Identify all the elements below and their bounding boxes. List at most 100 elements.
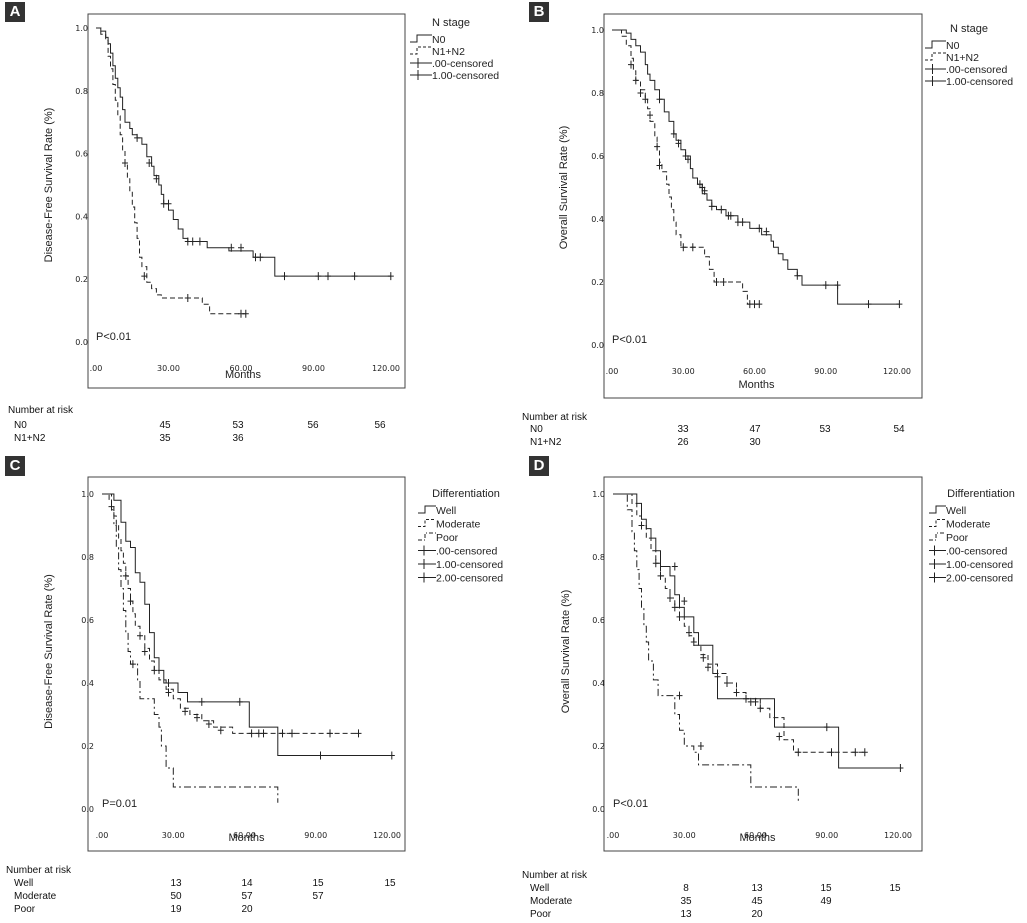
censor-mark [242,309,249,318]
censor-mark [628,60,634,69]
y-tick-label: 0.0 [75,338,88,347]
censor-mark [828,748,835,757]
series-line-well [613,493,901,769]
censor-mark [317,751,324,760]
y-tick-label: 1.0 [81,490,94,499]
plot-frame [87,476,406,852]
censor-mark [198,697,205,706]
censor-mark [647,111,653,120]
legend-censor-symbol [410,70,432,80]
censor-mark [281,272,288,281]
legend-line-symbol [929,532,946,541]
series-line-poor [613,493,799,803]
censor-mark [205,720,212,728]
y-tick-label: 0.4 [75,212,88,221]
censor-mark [279,729,286,738]
legend-entry-label: 1.00-censored [432,70,499,82]
censor-mark [146,159,153,167]
legend-title: N stage [950,23,988,35]
panel-label: B [529,2,549,22]
legend-censor-symbol [929,559,946,569]
censor-mark [238,243,244,252]
censor-mark [756,300,763,309]
y-tick-label: 0.2 [591,278,604,287]
y-axis-label: Overall Survival Rate (%) [560,590,572,713]
x-tick-label: 90.00 [304,831,327,840]
x-axis-label: Months [738,379,775,391]
x-tick-label: 90.00 [814,367,837,376]
censor-mark [739,218,746,227]
censor-mark [657,571,664,580]
legend-entry-label: N0 [946,40,960,52]
censor-mark [865,300,872,309]
risk-cell: 56 [307,420,319,431]
y-tick-label: 0.4 [81,679,94,688]
x-tick-label: 60.00 [233,831,256,840]
censor-mark [776,732,783,741]
risk-cell: 20 [751,909,763,920]
y-tick-label: 0.2 [81,742,94,751]
censor-mark [656,95,663,104]
censor-mark [127,597,134,606]
x-axis-label: Months [739,832,776,844]
x-tick-label: .00 [96,831,109,840]
p-value-label: P<0.01 [96,331,131,343]
censor-mark [656,161,663,170]
y-tick-label: 0.8 [592,553,605,562]
risk-cell: 15 [820,883,832,894]
legend-censor-symbol [418,572,436,583]
y-tick-label: 0.2 [75,275,88,284]
censor-mark [289,729,295,738]
risk-cell: 47 [749,424,761,435]
survival-chart: 0.0 0.2 0.4 0.6 0.8 1.0 .00 30.00 60.00 90.00 120.… [522,476,1015,920]
legend-entry-label: Moderate [436,519,481,531]
x-tick-label: 120.00 [372,364,400,373]
x-tick-label: 60.00 [743,367,766,376]
censor-mark [638,521,645,530]
risk-cell: 45 [159,420,171,431]
risk-cell: 8 [683,883,689,894]
censor-mark [137,631,143,640]
p-value-label: P<0.01 [612,334,647,346]
y-tick-label: 0.6 [591,152,604,161]
censor-mark [182,707,189,716]
censor-mark [718,205,725,214]
x-tick-label: 60.00 [744,831,767,840]
censor-mark [189,237,196,246]
plot-frame [87,13,406,389]
censor-mark [720,278,727,286]
censor-mark [196,237,203,246]
y-axis-label: Disease-Free Survival Rate (%) [43,574,55,729]
censor-mark [315,272,322,281]
legend-line-symbol [925,52,946,61]
risk-row-name: Well [530,883,549,894]
legend-entry-label: Moderate [946,519,991,531]
legend-title: N stage [432,17,470,29]
censor-mark [701,186,708,195]
x-tick-label: 30.00 [673,831,696,840]
legend-line-symbol [410,34,432,43]
legend-entry-label: 2.00-censored [946,573,1013,585]
x-tick-label: 120.00 [884,831,912,840]
panel-d: D 0.0 0.2 0.4 0.6 0.8 1.0 .00 30.00 60.00 90.00 12… [513,455,1027,923]
censor-mark [165,199,172,208]
risk-cell: 26 [677,437,689,448]
x-tick-label: 30.00 [157,364,180,373]
risk-cell: 13 [751,883,763,894]
legend-censor-symbol [410,58,432,68]
censor-mark [686,628,692,637]
x-tick-label: .00 [90,364,103,373]
censor-mark [236,697,243,706]
legend-entry-label: .00-censored [432,58,493,70]
y-axis-label: Overall Survival Rate (%) [558,126,570,249]
censor-mark [724,679,730,687]
risk-cell: 53 [232,420,244,431]
legend-censor-symbol [418,545,436,556]
legend-entry-label: 2.00-censored [436,573,503,585]
censor-mark [122,159,128,167]
legend-censor-symbol [929,572,946,583]
censor-mark [794,271,801,280]
risk-cell: 54 [893,424,905,435]
censor-mark [690,638,697,646]
x-tick-label: 120.00 [373,831,401,840]
